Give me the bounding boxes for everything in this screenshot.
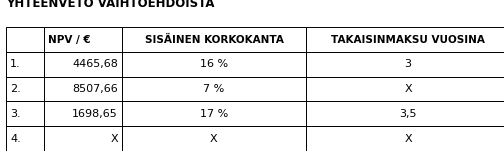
- Bar: [44, 126, 122, 151]
- Text: 3.: 3.: [10, 109, 21, 119]
- Text: 3: 3: [405, 59, 411, 69]
- Bar: [306, 126, 504, 151]
- Bar: [6, 77, 44, 101]
- Text: X: X: [110, 134, 118, 144]
- Text: TAKAISINMAKSU VUOSINA: TAKAISINMAKSU VUOSINA: [331, 35, 485, 45]
- Bar: [306, 52, 504, 77]
- Bar: [122, 126, 306, 151]
- Bar: [306, 27, 504, 52]
- Text: NPV / €: NPV / €: [48, 35, 91, 45]
- Bar: [122, 52, 306, 77]
- Bar: [6, 52, 44, 77]
- Text: X: X: [210, 134, 218, 144]
- Bar: [122, 77, 306, 101]
- Bar: [122, 101, 306, 126]
- Text: 7 %: 7 %: [203, 84, 225, 94]
- Bar: [122, 27, 306, 52]
- Text: 17 %: 17 %: [200, 109, 228, 119]
- Bar: [6, 101, 44, 126]
- Text: 1698,65: 1698,65: [72, 109, 118, 119]
- Bar: [306, 77, 504, 101]
- Text: 3,5: 3,5: [399, 109, 417, 119]
- Bar: [44, 77, 122, 101]
- Text: 4465,68: 4465,68: [72, 59, 118, 69]
- Bar: [306, 101, 504, 126]
- Text: YHTEENVETO VAIHTOEHDOISTA: YHTEENVETO VAIHTOEHDOISTA: [6, 0, 215, 10]
- Text: 2.: 2.: [10, 84, 21, 94]
- Text: 1.: 1.: [10, 59, 21, 69]
- Text: 8507,66: 8507,66: [72, 84, 118, 94]
- Bar: [44, 52, 122, 77]
- Text: X: X: [404, 84, 412, 94]
- Bar: [6, 27, 44, 52]
- Bar: [44, 101, 122, 126]
- Text: SISÄINEN KORKOKANTA: SISÄINEN KORKOKANTA: [145, 35, 283, 45]
- Bar: [6, 126, 44, 151]
- Bar: [44, 27, 122, 52]
- Text: 4.: 4.: [10, 134, 21, 144]
- Text: X: X: [404, 134, 412, 144]
- Text: 16 %: 16 %: [200, 59, 228, 69]
